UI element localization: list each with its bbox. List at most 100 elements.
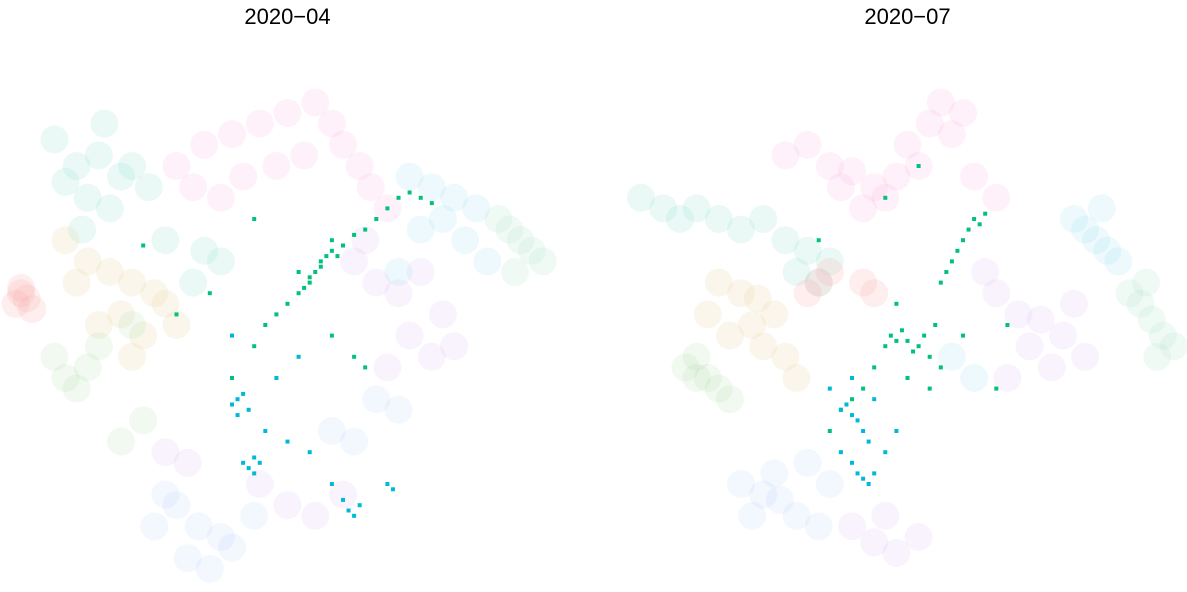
point xyxy=(151,289,180,318)
point xyxy=(793,448,822,477)
point xyxy=(68,215,97,244)
point xyxy=(983,211,988,216)
point xyxy=(340,427,369,456)
point xyxy=(252,455,257,460)
point xyxy=(760,459,789,488)
point xyxy=(440,183,468,212)
point xyxy=(51,226,80,255)
point xyxy=(977,222,982,227)
point xyxy=(960,162,989,191)
point xyxy=(1005,323,1010,327)
point xyxy=(230,402,234,407)
point xyxy=(329,238,334,243)
point xyxy=(329,130,357,159)
point xyxy=(501,258,530,286)
point xyxy=(860,528,889,557)
point xyxy=(894,301,899,306)
point xyxy=(872,471,877,476)
point xyxy=(346,508,351,513)
point xyxy=(246,466,251,471)
point xyxy=(495,215,524,244)
point xyxy=(894,338,899,343)
point xyxy=(241,460,246,465)
point xyxy=(1104,247,1133,276)
point xyxy=(384,279,413,308)
point xyxy=(407,190,412,195)
point xyxy=(395,321,424,350)
point xyxy=(51,167,80,196)
point xyxy=(704,205,733,233)
point xyxy=(949,259,954,264)
point xyxy=(484,205,513,233)
point xyxy=(341,243,345,248)
point xyxy=(107,162,135,191)
point xyxy=(883,450,888,455)
point xyxy=(849,194,878,223)
point xyxy=(51,364,80,392)
point xyxy=(318,264,323,269)
point xyxy=(73,183,102,212)
point xyxy=(649,194,678,223)
point xyxy=(861,476,866,481)
point xyxy=(982,183,1011,212)
point xyxy=(151,438,180,467)
point xyxy=(118,152,147,180)
point xyxy=(765,485,794,514)
point xyxy=(871,501,900,530)
point xyxy=(206,183,235,212)
point xyxy=(173,448,202,477)
point xyxy=(749,480,778,509)
point xyxy=(1137,305,1166,334)
point xyxy=(307,275,312,280)
point xyxy=(704,374,733,403)
point xyxy=(982,279,1011,308)
point xyxy=(162,152,191,180)
point xyxy=(715,385,744,414)
point xyxy=(866,439,871,444)
point xyxy=(838,450,843,455)
point xyxy=(190,130,219,159)
point xyxy=(704,268,733,297)
point xyxy=(206,247,235,276)
point xyxy=(793,236,822,265)
point xyxy=(993,364,1022,392)
point xyxy=(1082,226,1111,255)
point xyxy=(129,406,158,435)
point xyxy=(340,247,369,276)
point xyxy=(129,321,158,350)
point xyxy=(1,289,30,318)
point xyxy=(771,342,800,371)
point xyxy=(140,279,169,308)
point xyxy=(84,311,113,339)
point xyxy=(329,333,334,338)
point xyxy=(230,376,234,380)
point xyxy=(727,470,755,498)
point xyxy=(916,164,921,168)
point xyxy=(961,238,965,243)
point xyxy=(395,162,424,191)
point xyxy=(693,364,722,392)
point xyxy=(860,279,889,308)
point xyxy=(273,491,302,520)
point xyxy=(351,226,380,255)
point xyxy=(352,354,357,359)
point xyxy=(207,291,212,296)
point xyxy=(285,439,290,444)
point xyxy=(252,344,257,349)
point xyxy=(290,141,319,170)
point xyxy=(949,99,977,127)
point xyxy=(263,429,268,433)
point xyxy=(894,429,899,433)
point xyxy=(1071,215,1100,244)
point xyxy=(362,385,391,414)
point xyxy=(390,487,395,492)
point xyxy=(329,482,334,486)
point xyxy=(329,248,334,253)
point xyxy=(162,311,191,339)
point xyxy=(960,364,989,392)
point xyxy=(173,544,202,573)
point xyxy=(301,501,330,530)
point xyxy=(151,480,180,509)
point xyxy=(804,268,833,297)
point xyxy=(838,407,843,412)
